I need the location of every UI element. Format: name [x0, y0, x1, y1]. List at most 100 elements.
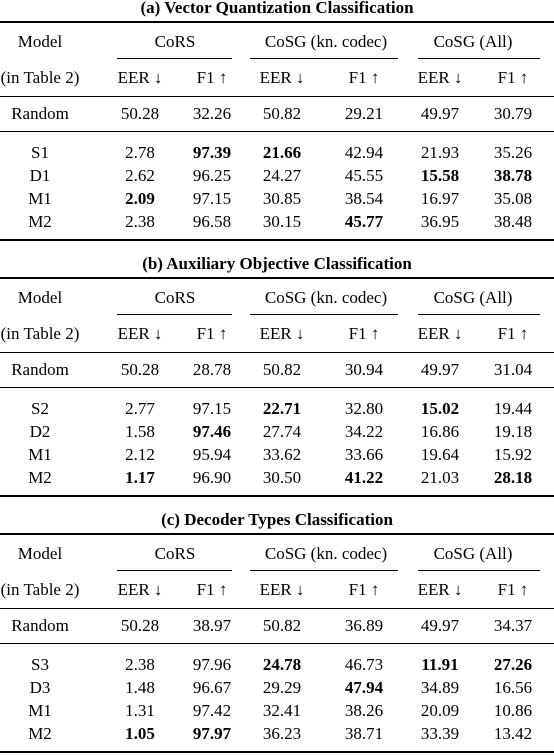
- cell: 1.48: [125, 678, 155, 697]
- cell: 38.71: [344, 724, 384, 743]
- cell: 50.28: [120, 104, 160, 123]
- row-label: Random: [11, 104, 69, 123]
- cell: 29.21: [344, 104, 384, 123]
- rule: [0, 533, 554, 535]
- group-header: CoSG (kn. codec): [264, 544, 388, 563]
- cell: 27.74: [262, 422, 302, 441]
- row-label: M1: [28, 189, 52, 208]
- cell: 96.58: [192, 212, 232, 231]
- cell: 20.09: [420, 701, 460, 720]
- group-header: CoSG (All): [433, 288, 513, 307]
- table-title: (a) Vector Quantization Classification: [140, 0, 414, 17]
- rule: [0, 96, 554, 97]
- metric-header: EER ↓: [259, 580, 305, 599]
- cell: 45.77: [344, 212, 384, 231]
- cell: 32.41: [262, 701, 302, 720]
- metric-header: EER ↓: [117, 68, 163, 87]
- cell: 34.22: [344, 422, 384, 441]
- cell: 96.67: [192, 678, 232, 697]
- cell: 16.56: [493, 678, 533, 697]
- cell: 2.09: [125, 189, 155, 208]
- cell: 21.93: [420, 143, 460, 162]
- row-label: S1: [31, 143, 49, 162]
- metric-header: EER ↓: [417, 324, 463, 343]
- cell: 38.26: [344, 701, 384, 720]
- cell: 1.58: [125, 422, 155, 441]
- cell: 28.78: [192, 360, 232, 379]
- group-header: CoSG (kn. codec): [264, 288, 388, 307]
- cell: 96.90: [192, 468, 232, 487]
- rule: [0, 352, 554, 353]
- cell: 24.27: [262, 166, 302, 185]
- cell: 36.89: [344, 616, 384, 635]
- metric-header: F1 ↑: [348, 324, 380, 343]
- metric-header: F1 ↑: [196, 580, 228, 599]
- rule: [250, 58, 398, 59]
- cell: 30.94: [344, 360, 384, 379]
- cell: 36.95: [420, 212, 460, 231]
- cell: 38.97: [192, 616, 232, 635]
- cell: 2.62: [125, 166, 155, 185]
- cell: 2.78: [125, 143, 155, 162]
- cell: 1.17: [125, 468, 155, 487]
- cell: 31.04: [493, 360, 533, 379]
- cell: 50.82: [262, 616, 302, 635]
- metric-header: EER ↓: [417, 68, 463, 87]
- cell: 30.50: [262, 468, 302, 487]
- cell: 1.05: [125, 724, 155, 743]
- cell: 33.66: [344, 445, 384, 464]
- rule: [0, 387, 554, 388]
- cell: 16.97: [420, 189, 460, 208]
- metric-header: F1 ↑: [497, 580, 529, 599]
- cell: 46.73: [344, 655, 384, 674]
- cell: 34.37: [493, 616, 533, 635]
- cell: 35.08: [493, 189, 533, 208]
- cell: 49.97: [420, 104, 460, 123]
- cell: 22.71: [262, 399, 302, 418]
- cell: 2.38: [125, 655, 155, 674]
- cell: 35.26: [493, 143, 533, 162]
- cell: 42.94: [344, 143, 384, 162]
- cell: 27.26: [493, 655, 533, 674]
- rule: [250, 570, 398, 571]
- row-label: Random: [11, 360, 69, 379]
- cell: 50.28: [120, 360, 160, 379]
- header-cell: Model: [17, 288, 63, 307]
- row-label: D1: [29, 166, 51, 185]
- cell: 97.39: [192, 143, 232, 162]
- cell: 50.82: [262, 104, 302, 123]
- cell: 16.86: [420, 422, 460, 441]
- cell: 97.46: [192, 422, 232, 441]
- cell: 15.02: [420, 399, 460, 418]
- row-label: S2: [31, 399, 49, 418]
- rule: [0, 21, 554, 23]
- row-label: Random: [11, 616, 69, 635]
- cell: 2.12: [125, 445, 155, 464]
- cell: 19.64: [420, 445, 460, 464]
- header-cell: Model: [17, 32, 63, 51]
- row-label: D2: [29, 422, 51, 441]
- cell: 45.55: [344, 166, 384, 185]
- rule: [117, 58, 232, 59]
- header-cell: (in Table 2): [0, 324, 80, 343]
- rule: [0, 131, 554, 132]
- cell: 19.18: [493, 422, 533, 441]
- rule: [0, 239, 554, 241]
- metric-header: EER ↓: [259, 324, 305, 343]
- rule: [250, 314, 398, 315]
- cell: 15.58: [420, 166, 460, 185]
- cell: 19.44: [493, 399, 533, 418]
- cell: 24.78: [262, 655, 302, 674]
- rule: [418, 570, 540, 571]
- row-label: M1: [28, 701, 52, 720]
- rule: [418, 314, 540, 315]
- rule: [0, 495, 554, 497]
- cell: 96.25: [192, 166, 232, 185]
- metric-header: EER ↓: [117, 324, 163, 343]
- cell: 33.39: [420, 724, 460, 743]
- group-header: CoRS: [154, 288, 196, 307]
- cell: 30.85: [262, 189, 302, 208]
- group-header: CoRS: [154, 544, 196, 563]
- cell: 21.66: [262, 143, 302, 162]
